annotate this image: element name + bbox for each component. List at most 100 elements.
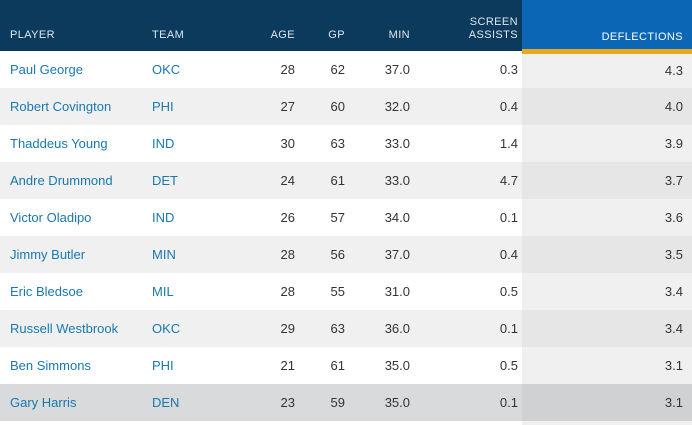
player-link[interactable]: Victor Oladipo: [10, 210, 92, 225]
deflections-cell: 3.1: [522, 347, 692, 384]
team-cell: [152, 421, 220, 425]
min-cell: 36.0: [384, 321, 410, 336]
player-link[interactable]: Ben Simmons: [10, 358, 91, 373]
age-cell: 27: [280, 99, 295, 114]
header-row: PLAYER TEAM AGE GP MIN SCREEN ASSISTS DEFLECTI…: [0, 0, 692, 54]
col-header-team[interactable]: TEAM: [152, 0, 220, 51]
screen_assists-cell: 0.4: [499, 99, 518, 114]
min-cell: 37.0: [384, 62, 410, 77]
player-cell: Paul George: [0, 51, 152, 88]
min-cell: 35.0: [384, 395, 410, 410]
player-cell: Ben Simmons: [0, 347, 152, 384]
col-header-screen_assists[interactable]: SCREEN ASSISTS: [410, 0, 522, 51]
player-link[interactable]: Eric Bledsoe: [10, 284, 83, 299]
team-cell: DEN: [152, 384, 220, 421]
col-header-label: MIN: [388, 29, 410, 41]
min-cell: 37.0: [384, 247, 410, 262]
gp-cell: 57: [330, 210, 345, 225]
age-cell: 28: [280, 62, 295, 77]
deflections-cell: 3.1: [522, 384, 692, 421]
team-cell: MIL: [152, 273, 220, 310]
table-row: Andre Drummond DET 24 61 33.0 4.7 3.7: [0, 162, 692, 199]
gp-cell: 56: [330, 247, 345, 262]
player-link[interactable]: Gary Harris: [10, 395, 77, 410]
team-cell: OKC: [152, 51, 220, 88]
deflections-cell: 3.4: [522, 310, 692, 347]
team-link[interactable]: DET: [152, 173, 178, 188]
age-cell: 21: [280, 358, 295, 373]
player-link[interactable]: Robert Covington: [10, 99, 112, 114]
screen_assists-cell: 0.5: [499, 358, 518, 373]
age-cell: 29: [280, 321, 295, 336]
gp-cell: 61: [330, 358, 345, 373]
gp-cell: 62: [330, 62, 345, 77]
player-cell: Russell Westbrook: [0, 310, 152, 347]
player-cell: Thaddeus Young: [0, 125, 152, 162]
deflections-cell: [522, 421, 692, 425]
col-header-age[interactable]: AGE: [220, 0, 295, 51]
screen_assists-cell: 1.4: [499, 136, 518, 151]
team-link[interactable]: DEN: [152, 395, 180, 410]
col-header-player[interactable]: PLAYER: [0, 0, 152, 51]
gp-cell: [295, 421, 345, 425]
screen_assists-cell: 0.1: [499, 210, 518, 225]
table-row: Russell Westbrook OKC 29 63 36.0 0.1 3.4: [0, 310, 692, 347]
team-link[interactable]: MIN: [152, 247, 176, 262]
table-row: Ben Simmons PHI 21 61 35.0 0.5 3.1: [0, 347, 692, 384]
col-header-gp[interactable]: GP: [295, 0, 345, 51]
team-link[interactable]: OKC: [152, 321, 181, 336]
team-cell: IND: [152, 199, 220, 236]
player-link[interactable]: Thaddeus Young: [10, 136, 108, 151]
team-cell: IND: [152, 125, 220, 162]
team-link[interactable]: PHI: [152, 358, 174, 373]
table-row: Robert Covington PHI 27 60 32.0 0.4 4.0: [0, 88, 692, 125]
col-header-label: DEFLECTIONS: [601, 30, 683, 43]
screen_assists-cell: 0.1: [499, 395, 518, 410]
deflections-cell: 3.5: [522, 236, 692, 273]
team-cell: PHI: [152, 88, 220, 125]
player-link[interactable]: Paul George: [10, 62, 83, 77]
team-cell: OKC: [152, 310, 220, 347]
col-header-deflections[interactable]: DEFLECTIONS: [522, 0, 692, 54]
team-link[interactable]: OKC: [152, 62, 181, 77]
age-cell: 23: [280, 395, 295, 410]
col-header-label: AGE: [270, 29, 295, 41]
team-link[interactable]: PHI: [152, 99, 174, 114]
team-link[interactable]: MIL: [152, 284, 174, 299]
screen_assists-cell: 0.4: [499, 247, 518, 262]
team-cell: MIN: [152, 236, 220, 273]
min-cell: 34.0: [384, 210, 410, 225]
player-cell: [0, 421, 152, 425]
min-cell: 35.0: [384, 358, 410, 373]
team-cell: PHI: [152, 347, 220, 384]
col-header-label: TEAM: [152, 29, 185, 41]
screen_assists-cell: [410, 421, 522, 425]
player-link[interactable]: Jimmy Butler: [10, 247, 86, 262]
min-cell: 32.0: [384, 99, 410, 114]
deflections-cell: 3.7: [522, 162, 692, 199]
col-header-min[interactable]: MIN: [345, 0, 410, 51]
min-cell: [345, 421, 410, 425]
team-link[interactable]: IND: [152, 210, 175, 225]
col-header-label: GP: [328, 29, 345, 41]
team-link[interactable]: IND: [152, 136, 175, 151]
player-cell: Jimmy Butler: [0, 236, 152, 273]
gp-cell: 59: [330, 395, 345, 410]
screen_assists-cell: 0.3: [499, 62, 518, 77]
age-cell: 24: [280, 173, 295, 188]
player-link[interactable]: Russell Westbrook: [10, 321, 119, 336]
partial-row: [0, 421, 692, 425]
gp-cell: 63: [330, 136, 345, 151]
deflections-cell: 3.4: [522, 273, 692, 310]
table-row: Paul George OKC 28 62 37.0 0.3 4.3: [0, 51, 692, 88]
player-link[interactable]: Andre Drummond: [10, 173, 113, 188]
gp-cell: 55: [330, 284, 345, 299]
screen_assists-cell: 0.1: [499, 321, 518, 336]
screen_assists-cell: 0.5: [499, 284, 518, 299]
col-header-label: PLAYER: [10, 29, 55, 41]
age-cell: 26: [280, 210, 295, 225]
table-row: Eric Bledsoe MIL 28 55 31.0 0.5 3.4: [0, 273, 692, 310]
age-cell: 30: [280, 136, 295, 151]
